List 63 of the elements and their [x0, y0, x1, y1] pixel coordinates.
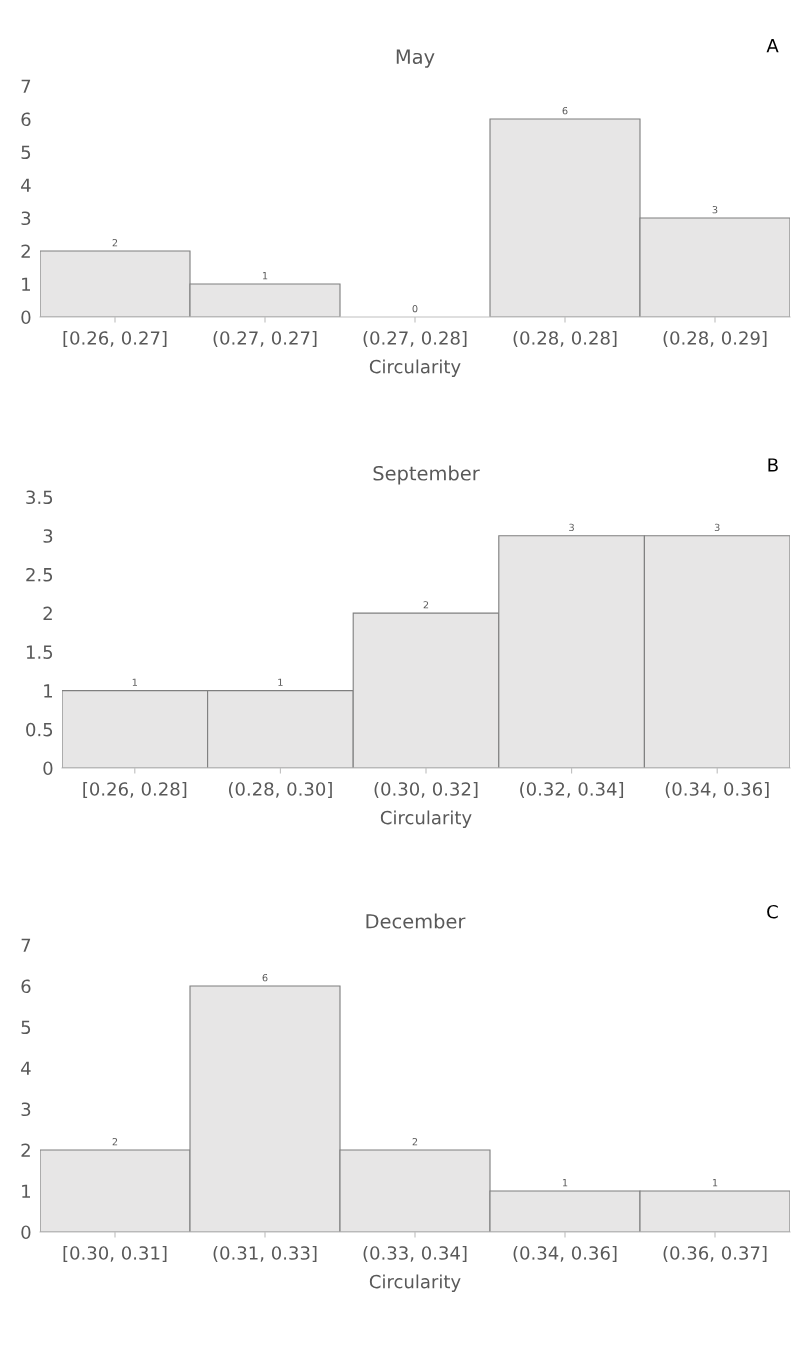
y-tick-label: 0	[43, 761, 53, 776]
x-tick-label: (0.28, 0.29]	[663, 330, 767, 347]
y-tick-label: 2.5	[26, 567, 53, 582]
x-axis-title: Circularity	[369, 1274, 461, 1292]
text: B	[768, 458, 778, 472]
y-tick-label: 3	[21, 1102, 31, 1117]
y-tick-label: 4	[21, 178, 31, 192]
x-tick-label: [0.26, 0.28]	[83, 781, 187, 798]
x-tick-label: (0.32, 0.34]	[520, 781, 624, 798]
y-tick-label: 0	[21, 310, 31, 325]
data-label: 6	[262, 973, 268, 982]
x-axis-title: Circularity	[369, 359, 461, 377]
data-label: 2	[412, 1137, 418, 1146]
x-tick-label: (0.34, 0.36]	[513, 1245, 617, 1262]
x-tick-label: (0.27, 0.28]	[363, 330, 467, 347]
data-label: 1	[262, 272, 268, 280]
data-label: 2	[112, 238, 118, 247]
x-tick-label: [0.30, 0.31]	[63, 1245, 167, 1262]
chart-title: December	[366, 913, 466, 929]
text: C	[767, 904, 778, 919]
data-label: 1	[132, 678, 137, 686]
y-tick-label: 6	[21, 979, 31, 994]
x-tick-label: (0.30, 0.32]	[374, 781, 478, 798]
data-label: 0	[412, 304, 418, 313]
y-tick-label: 5	[21, 145, 31, 160]
y-tick-label: 1.5	[26, 645, 53, 659]
data-label: 2	[112, 1137, 118, 1146]
y-tick-label: 0	[21, 1225, 31, 1240]
data-label: 1	[278, 678, 283, 686]
x-tick-label: (0.27, 0.27]	[213, 330, 317, 347]
y-tick-label: 0.5	[26, 722, 53, 737]
y-tick-label: 3.5	[26, 490, 53, 505]
x-axis-title: Circularity	[380, 810, 472, 828]
y-tick-label: 4	[21, 1061, 31, 1075]
data-label: 3	[714, 523, 720, 532]
y-tick-label: 2	[43, 606, 52, 620]
data-label: 6	[562, 106, 568, 115]
x-tick-label: (0.36, 0.37]	[663, 1245, 767, 1262]
x-tick-label: (0.31, 0.33]	[213, 1245, 317, 1262]
y-tick-label: 1	[44, 684, 52, 698]
data-label: 1	[712, 1179, 718, 1187]
chart-title: September	[373, 465, 480, 485]
x-tick-label: (0.28, 0.28]	[513, 330, 617, 347]
data-label: 3	[712, 205, 718, 214]
y-tick-label: 1	[22, 1184, 30, 1198]
y-tick-label: 3	[21, 211, 31, 226]
y-tick-label: 7	[21, 938, 31, 952]
y-tick-label: 7	[21, 79, 31, 93]
text: A	[766, 39, 779, 53]
x-tick-label: (0.34, 0.36]	[665, 781, 769, 798]
data-label: 2	[423, 601, 429, 609]
x-tick-label: (0.33, 0.34]	[363, 1245, 467, 1262]
y-tick-label: 6	[21, 112, 31, 127]
data-label: 3	[569, 523, 574, 532]
y-tick-label: 1	[22, 277, 30, 291]
y-tick-label: 3	[43, 529, 53, 543]
y-tick-label: 5	[21, 1020, 31, 1035]
y-tick-label: 2	[21, 244, 30, 258]
y-tick-label: 2	[21, 1143, 30, 1157]
chart-title: May	[396, 49, 435, 68]
x-tick-label: (0.28, 0.30]	[228, 781, 332, 798]
data-label: 1	[562, 1179, 568, 1187]
x-tick-label: [0.26, 0.27]	[63, 330, 167, 347]
